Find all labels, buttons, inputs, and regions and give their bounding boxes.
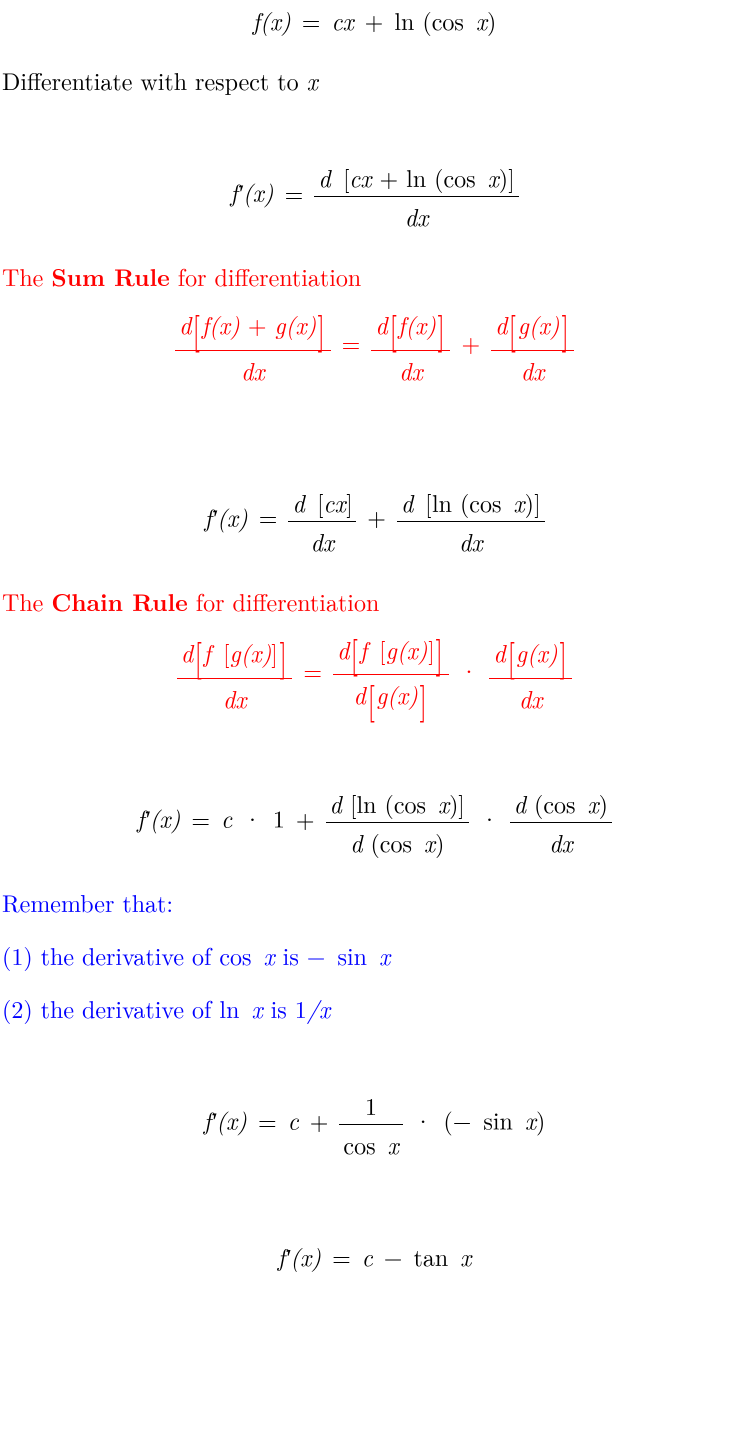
eq3-t2: d [ln (cos x)] dx <box>397 485 545 558</box>
equation-fprime-final: f′(x) = c − tan x <box>2 1239 747 1273</box>
eq6-equals: = <box>329 1239 354 1273</box>
sumrule-r1-frac: d[f(x)] dx <box>371 307 450 386</box>
rem2-mid: is <box>263 991 295 1025</box>
sumrule-r2-frac: d[g(x)] dx <box>491 307 574 386</box>
eq4-equals: = <box>188 801 213 835</box>
chainrule-lhs-frac: d[f [g(x)]] dx <box>177 635 293 714</box>
eq4-c: c <box>221 801 232 835</box>
equation-sum-rule: d[f(x) + g(x)] dx = d[f(x)] dx + d[g(x)]… <box>2 307 747 386</box>
rem1-mid: is <box>275 938 307 972</box>
rem2-ln: ln <box>219 991 239 1025</box>
eq5-c: c <box>288 1103 299 1137</box>
eq5-plus: + <box>307 1103 332 1137</box>
eq6-tan: tan <box>413 1239 448 1273</box>
paragraph-differentiate: Differentiate with respect to x <box>2 65 747 96</box>
eq4-dot2: · <box>477 801 502 835</box>
rem2-pre: (2) the derivative of <box>2 991 219 1025</box>
remember-heading: Remember that: <box>2 885 173 919</box>
eq6-lhs: f′(x) <box>278 1239 321 1273</box>
paragraph-remember-item2: (2) the derivative of ln x is 1/x <box>2 993 747 1024</box>
chainrule-dot: · <box>457 653 482 687</box>
eq3-t1: d [cx] dx <box>288 485 356 558</box>
eq5-lhs: f′(x) <box>204 1103 247 1137</box>
rem1-x: x <box>264 938 275 972</box>
eq1-lhs: f(x) <box>253 3 291 37</box>
equation-chain-rule: d[f [g(x)]] dx = d[f [g(x)]] d[g(x)] · d… <box>2 632 747 718</box>
chain-rule-pre: The <box>2 584 51 618</box>
eq6-minus: − <box>381 1239 406 1273</box>
rem1-pre: (1) the derivative of <box>2 938 219 972</box>
sumrule-plus: + <box>458 325 483 359</box>
eq1-equals: = <box>299 3 324 37</box>
rem1-cos: cos <box>219 938 251 972</box>
rem2-res: 1/x <box>295 991 330 1025</box>
rem1-neg: − <box>307 938 326 972</box>
eq6-c: c <box>362 1239 373 1273</box>
eq5-dot: · <box>411 1103 436 1137</box>
eq4-lhs: f′(x) <box>137 801 180 835</box>
sum-rule-post: for differentiation <box>170 259 362 293</box>
equation-fprime-substituted: f′(x) = c + 1 cos x · (− sin x) <box>2 1088 747 1161</box>
eq4-t3: d (cos x) dx <box>510 786 612 859</box>
chainrule-r2-frac: d[g(x)] dx <box>489 635 572 714</box>
rem2-x: x <box>251 991 262 1025</box>
chain-rule-bold: Chain Rule <box>51 585 187 619</box>
chainrule-r1-frac: d[f [g(x)]] d[g(x)] <box>333 632 449 718</box>
sum-rule-pre: The <box>2 259 51 293</box>
paragraph-remember-heading: Remember that: <box>2 887 747 918</box>
paragraph-chain-rule-title: The Chain Rule for differentiation <box>2 586 747 618</box>
eq4-t2: d [ln (cos x)] d (cos x) <box>326 786 470 859</box>
chainrule-equals: = <box>300 653 325 687</box>
eq4-dot1: · <box>240 801 265 835</box>
eq3-equals: = <box>256 499 281 533</box>
diff-text: Differentiate with respect to <box>2 63 307 97</box>
eq1-cx: cx <box>331 3 353 37</box>
equation-fprime-chain-applied: f′(x) = c · 1 + d [ln (cos x)] d (cos x)… <box>2 786 747 859</box>
eq1-lncosx: (cos x) <box>422 3 496 37</box>
eq5-paren: (− sin x) <box>443 1103 545 1137</box>
eq2-lhs: f′(x) <box>230 175 273 209</box>
paragraph-remember-item1: (1) the derivative of cos x is − sin x <box>2 940 747 971</box>
eq2-equals: = <box>282 175 307 209</box>
sumrule-equals: = <box>339 325 364 359</box>
eq4-one: 1 <box>273 801 285 835</box>
eq3-lhs: f′(x) <box>204 499 247 533</box>
eq5-frac: 1 cos x <box>339 1088 402 1161</box>
eq2-fraction: d [cx + ln (cos x)] dx <box>314 160 518 233</box>
eq3-plus: + <box>364 499 389 533</box>
equation-fprime-sum-split: f′(x) = d [cx] dx + d [ln (cos x)] dx <box>2 485 747 558</box>
eq5-equals: = <box>255 1103 280 1137</box>
sumrule-lhs-frac: d[f(x) + g(x)] dx <box>175 307 331 386</box>
sum-rule-bold: Sum Rule <box>51 260 169 294</box>
equation-fprime-full-derivative: f′(x) = d [cx + ln (cos x)] dx <box>2 160 747 233</box>
paragraph-sum-rule-title: The Sum Rule for differentiation <box>2 261 747 293</box>
equation-fx-definition: f(x) = cx + ln (cos x) <box>2 3 747 37</box>
eq4-plus: + <box>293 801 318 835</box>
rem1-x2: x <box>379 938 390 972</box>
chain-rule-post: for differentiation <box>188 584 380 618</box>
eq1-ln: ln <box>394 3 414 37</box>
eq6-x: x <box>460 1239 471 1273</box>
eq1-plus: + <box>362 3 387 37</box>
rem1-sin: sin <box>337 938 366 972</box>
diff-var: x <box>307 63 318 97</box>
